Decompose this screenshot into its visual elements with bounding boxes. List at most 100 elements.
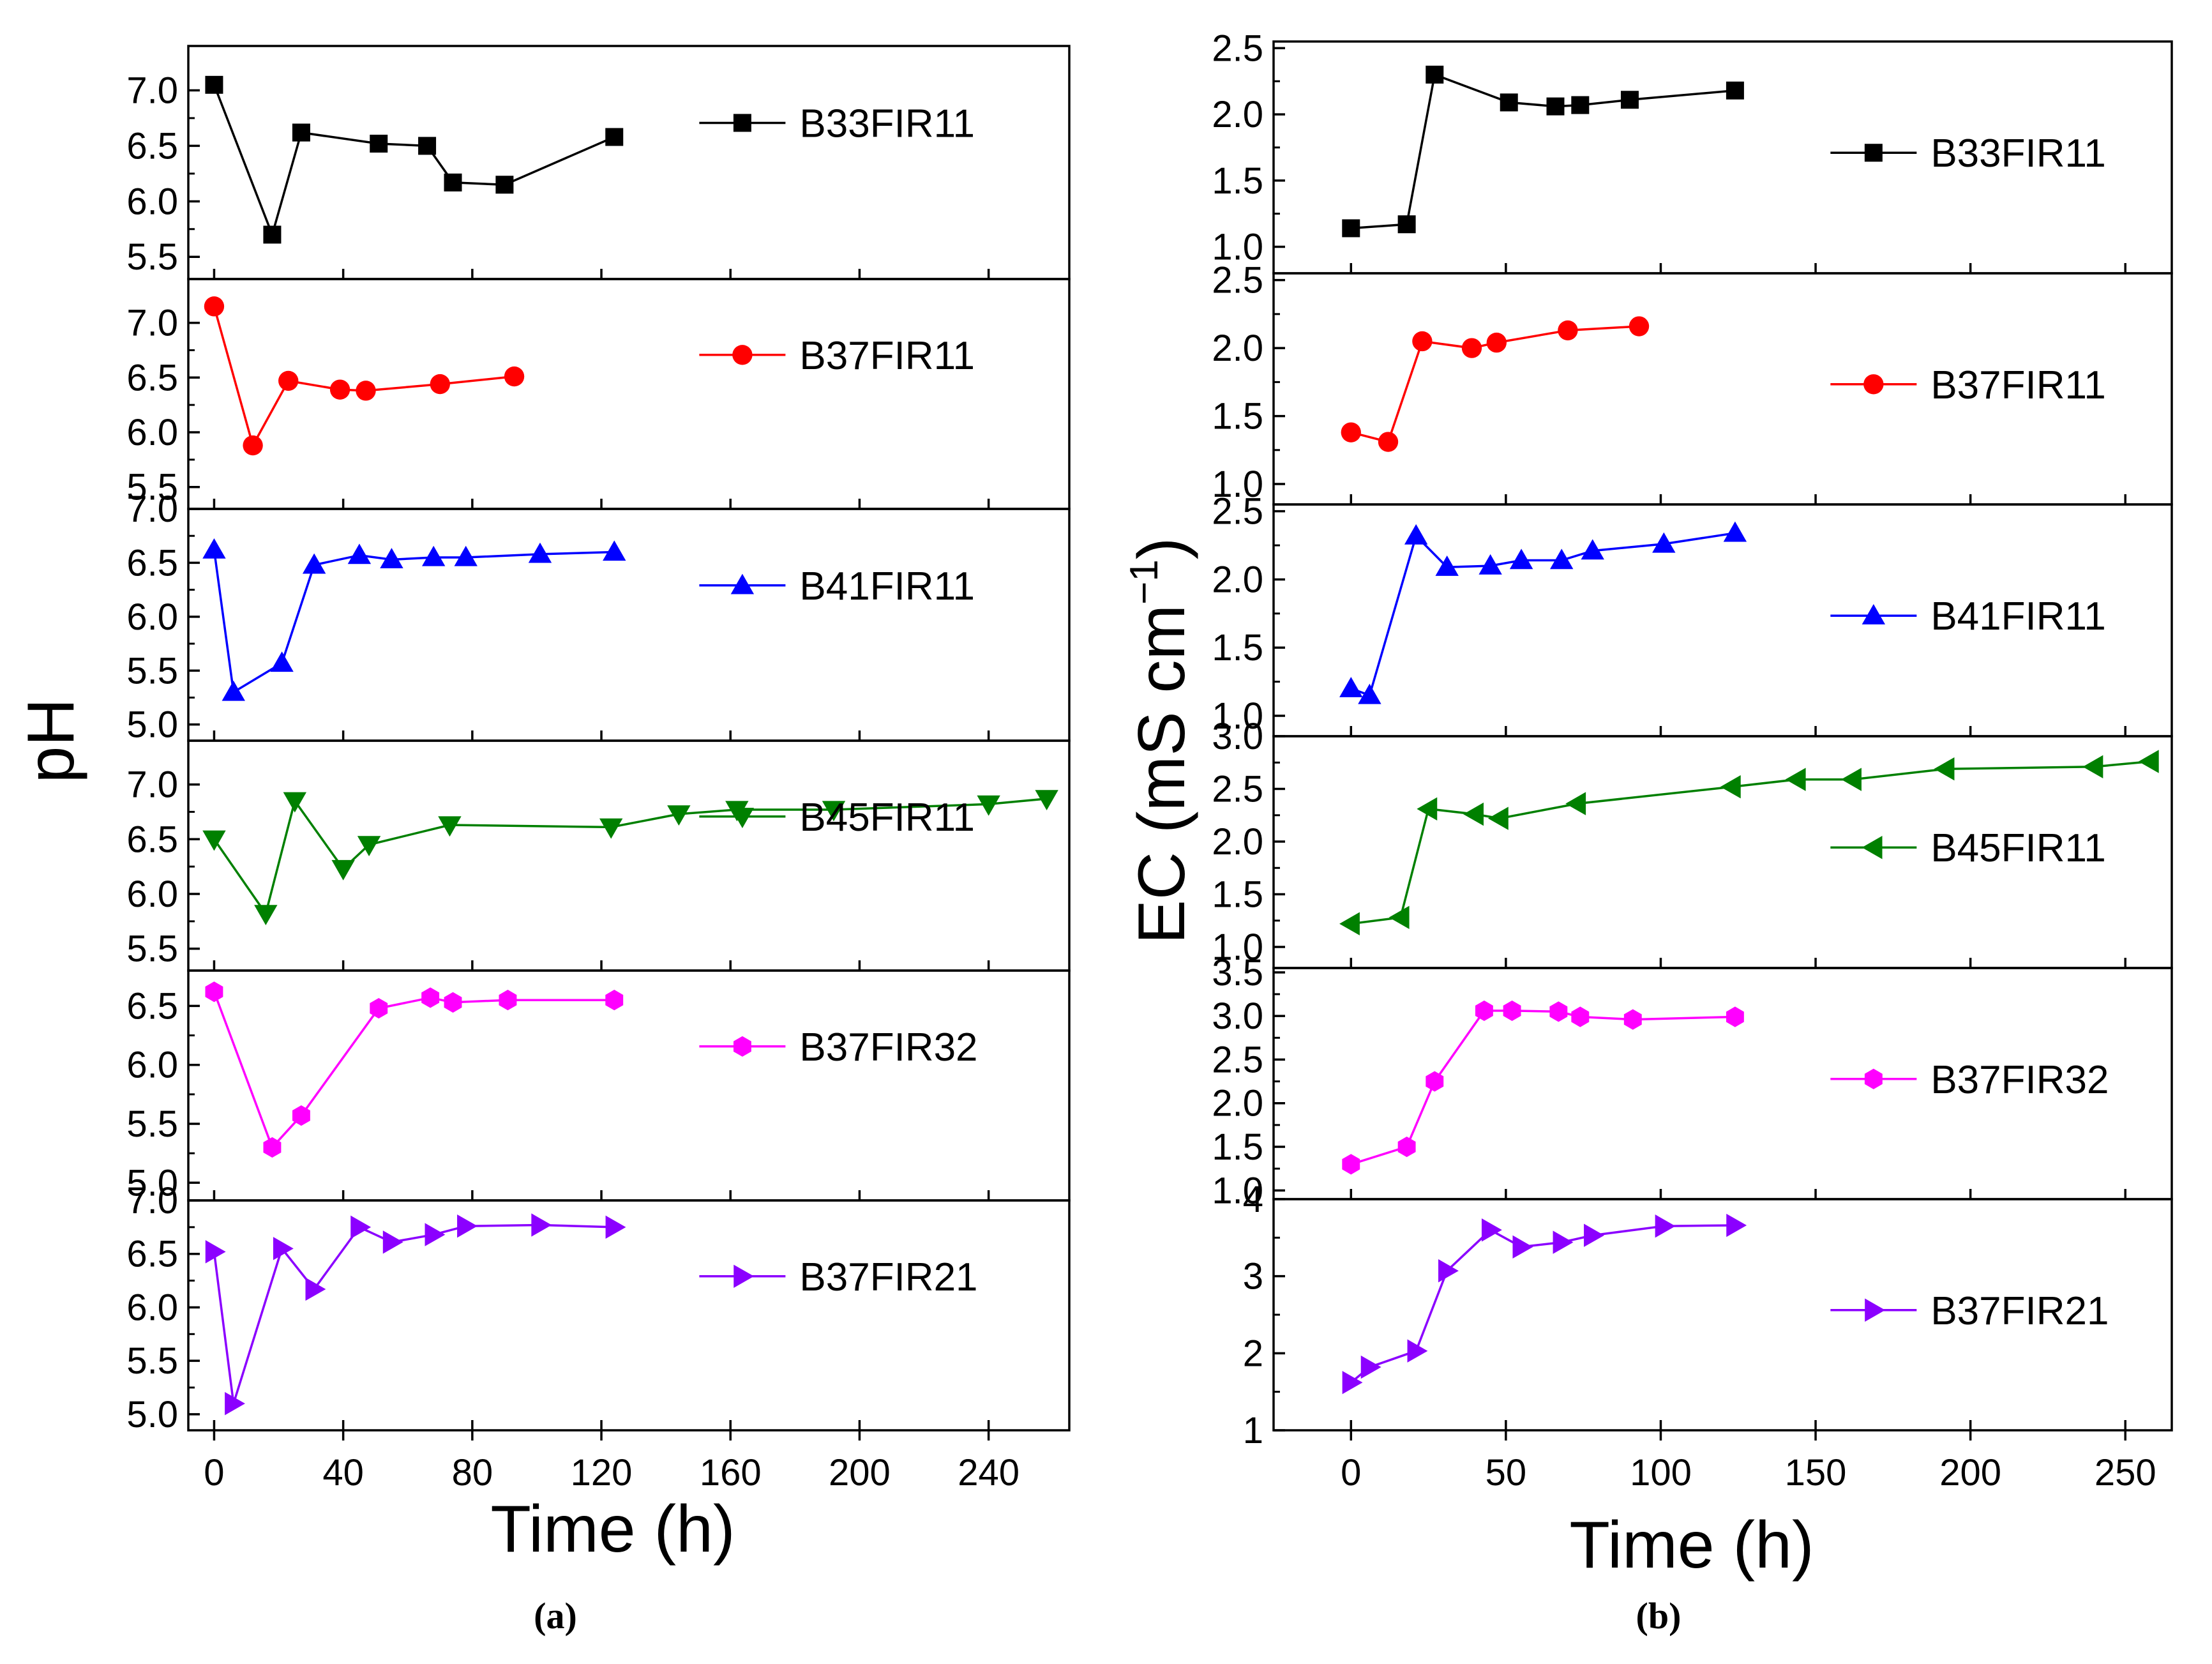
legend-label: B37FIR21 [799,1255,977,1299]
y-tick-label: 5.5 [126,467,178,508]
data-point [1785,768,1806,791]
data-point [370,134,388,153]
y-tick-label: 5.5 [126,236,178,278]
y-axis-title-main: pH [14,699,88,783]
data-point [605,128,624,146]
data-point [1342,1370,1363,1395]
data-point [1404,524,1428,545]
x-tick-label: 240 [958,1452,1019,1494]
data-point [1417,797,1438,821]
data-point [222,680,245,701]
legend-marker [734,1264,755,1288]
data-point [302,553,326,574]
legend-marker [733,114,751,132]
y-tick-label: 5.5 [126,650,178,692]
y-tick-label: 6.5 [126,542,178,584]
legend-label: B37FIR11 [1930,363,2106,407]
legend-marker [1862,836,1883,859]
data-point [1558,320,1578,341]
data-point [1509,548,1533,570]
y-tick-label: 3.5 [1212,952,1263,994]
data-point [204,296,225,317]
data-point [531,1213,552,1237]
data-point [1358,683,1381,704]
y-axis-title-main: EC (mS cm [1125,605,1199,944]
data-point [1629,316,1650,337]
legend-label: B37FIR32 [1930,1058,2109,1102]
subplot-frame [187,969,1071,1202]
data-point [205,75,223,94]
data-point [1565,792,1586,815]
series-line [1350,532,1736,697]
panel-caption: (a) [534,1595,577,1637]
y-axis-title: pH [14,699,88,783]
subplot-b37fir32: 5.0 5.5 6.0 6.5 B37FIR32 [126,969,1071,1204]
data-point [603,540,626,561]
x-axis-title: Time (h) [490,1492,735,1566]
data-point [1841,768,1862,791]
x-tick-label: 100 [1630,1452,1692,1494]
data-point [263,1137,282,1158]
panel-b: 1.0 1.5 2.0 2.5 B33FIR11 1.0 1.5 2.0 2.5 B37FIR11… [1122,27,2173,1637]
data-point [347,543,372,564]
y-tick-label: 2.5 [1212,260,1263,301]
data-point [1726,1213,1747,1237]
x-tick-label: 40 [322,1452,364,1494]
legend-label: B41FIR11 [1930,594,2106,639]
legend-label: B41FIR11 [799,564,975,609]
data-point [225,1391,245,1416]
data-point [1475,1000,1493,1022]
data-point [1503,1000,1521,1022]
legend-label: B33FIR11 [1930,132,2106,176]
y-tick-label: 2.0 [1212,821,1263,863]
data-point [270,651,294,672]
y-tick-label: 1.0 [1212,464,1263,505]
y-tick-label: 3.0 [1212,995,1263,1037]
x-tick-label: 0 [204,1452,224,1494]
y-tick-label: 2.0 [1212,328,1263,369]
data-point [1726,81,1744,100]
y-tick-label: 5.5 [126,1340,178,1382]
legend-marker [730,573,755,594]
data-point [254,905,278,926]
legend-marker [1863,374,1884,395]
y-tick-label: 6.0 [126,1045,178,1086]
x-axis-title: Time (h) [1569,1508,1814,1582]
data-point [1339,677,1363,697]
data-point [1620,91,1639,109]
y-tick-label: 3.0 [1212,716,1263,757]
y-tick-label: 1.0 [1212,695,1263,737]
y-tick-label: 6.0 [126,412,178,453]
y-tick-label: 6.0 [126,1287,178,1328]
subplot-b37fir21: 5.0 5.5 6.0 6.5 7.0 B37FIR21 [126,1180,1071,1435]
data-point [1486,332,1507,353]
data-point [438,816,462,837]
y-tick-label: 1.5 [1212,627,1263,669]
y-axis-title-superscript: −1 [1122,559,1166,605]
y-tick-label: 3 [1243,1256,1263,1297]
data-point [1342,1154,1360,1175]
subplot-b33fir11: 5.5 6.0 6.5 7.0 B33FIR11 [126,45,1071,280]
data-point [1388,905,1410,929]
x-tick-label: 80 [452,1452,493,1494]
data-point [202,538,226,559]
legend-label: B37FIR21 [1930,1289,2109,1333]
series-line [213,549,615,694]
panel-a: 5.5 6.0 6.5 7.0 B33FIR11 5.5 6.0 6.5 7.0 B37FIR11… [14,45,1071,1637]
data-point [1487,806,1509,830]
data-point [1571,96,1590,114]
y-tick-label: 1.0 [1212,1170,1263,1211]
data-point [1652,532,1676,553]
x-tick-label: 250 [2095,1452,2156,1494]
legend-marker [1864,1068,1883,1089]
legend-label: B45FIR11 [1930,826,2106,870]
data-point [1723,521,1747,542]
legend-marker [730,808,755,828]
data-point [1435,556,1459,576]
data-point [2082,755,2103,779]
x-tick-label: 50 [1486,1452,1527,1494]
y-tick-label: 2.5 [1212,27,1263,69]
data-point [1339,912,1360,935]
y-tick-label: 1.5 [1212,396,1263,437]
